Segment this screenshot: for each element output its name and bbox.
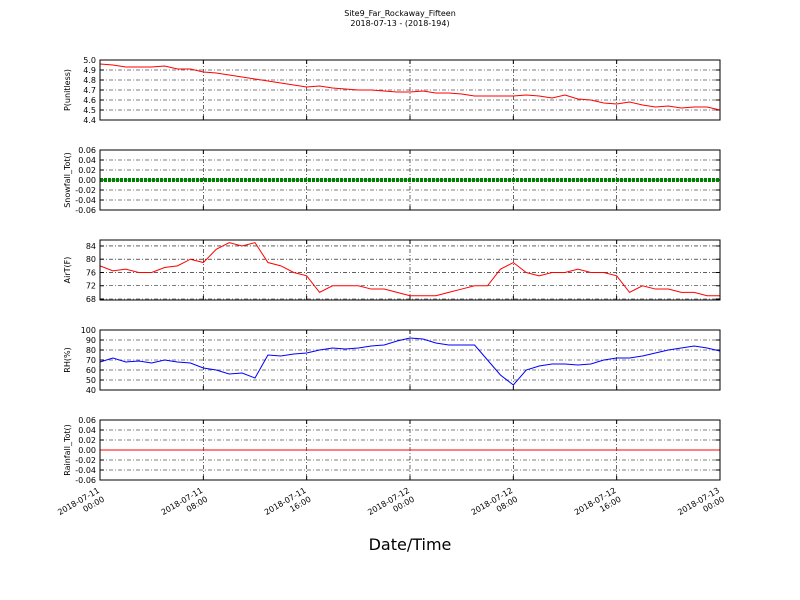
x-tick-label: 2018-07-1200:00: [366, 486, 416, 526]
y-tick-label: -0.04: [75, 196, 96, 205]
y-tick-label: 5.0: [83, 56, 96, 65]
x-axis-label: Date/Time: [369, 535, 452, 554]
y-tick-label: 80: [86, 255, 96, 264]
y-tick-label: 0.06: [78, 146, 96, 155]
x-tick-label: 2018-07-1208:00: [470, 486, 520, 526]
x-tick-label: 2018-07-1116:00: [263, 486, 313, 526]
y-tick-label: 0.02: [78, 166, 96, 175]
y-tick-label: 80: [86, 346, 96, 355]
x-tick-label: 2018-07-1216:00: [573, 486, 623, 526]
y-tick-label: 0.06: [78, 416, 96, 425]
y-axis-label: AirT(F): [63, 257, 72, 284]
x-tick-label: 2018-07-1100:00: [56, 486, 106, 526]
y-tick-label: -0.02: [75, 456, 96, 465]
plot-frame: [99, 59, 721, 121]
y-tick-label: 4.7: [83, 86, 96, 95]
x-tick-label: 2018-07-1300:00: [676, 486, 726, 526]
y-tick-label: 68: [86, 295, 96, 304]
y-tick-label: 0.04: [78, 156, 96, 165]
y-axis-label: P(unitless): [63, 69, 72, 111]
y-tick-label: 50: [86, 376, 96, 385]
x-tick-label: 2018-07-1108:00: [160, 486, 210, 526]
y-tick-label: 4.8: [83, 76, 96, 85]
data-line: [99, 63, 721, 111]
y-tick-label: 84: [86, 242, 96, 251]
y-tick-label: 0.00: [78, 176, 96, 185]
chart-title: Site9_Far_Rockaway_Fifteen: [344, 9, 456, 18]
y-tick-label: 76: [86, 268, 96, 277]
y-tick-label: 72: [86, 282, 96, 291]
y-tick-label: 40: [86, 386, 96, 395]
y-tick-label: -0.06: [75, 206, 96, 215]
y-tick-label: 4.5: [83, 106, 96, 115]
y-tick-label: -0.02: [75, 186, 96, 195]
y-tick-label: 60: [86, 366, 96, 375]
y-tick-label: 4.6: [83, 96, 96, 105]
y-tick-label: 0.00: [78, 446, 96, 455]
y-tick-label: -0.06: [75, 476, 96, 485]
y-tick-label: 4.9: [83, 66, 96, 75]
y-axis-label: Snowfall_Tot(): [63, 152, 72, 208]
chart-subtitle: 2018-07-13 - (2018-194): [350, 19, 449, 28]
y-tick-label: 0.04: [78, 426, 96, 435]
y-tick-label: -0.04: [75, 466, 96, 475]
y-tick-label: 4.4: [83, 116, 96, 125]
y-tick-label: 100: [81, 326, 96, 335]
y-tick-label: 0.02: [78, 436, 96, 445]
y-axis-label: RH(%): [63, 347, 72, 372]
y-tick-label: 70: [86, 356, 96, 365]
plot-frame: [99, 419, 721, 481]
data-line: [99, 337, 721, 386]
plot-frame: [99, 149, 721, 211]
plot-frame: [99, 239, 721, 301]
plot-frame: [99, 329, 721, 391]
y-tick-label: 90: [86, 336, 96, 345]
data-line: [99, 242, 720, 297]
y-axis-label: Rainfall_Tot(): [63, 424, 72, 476]
